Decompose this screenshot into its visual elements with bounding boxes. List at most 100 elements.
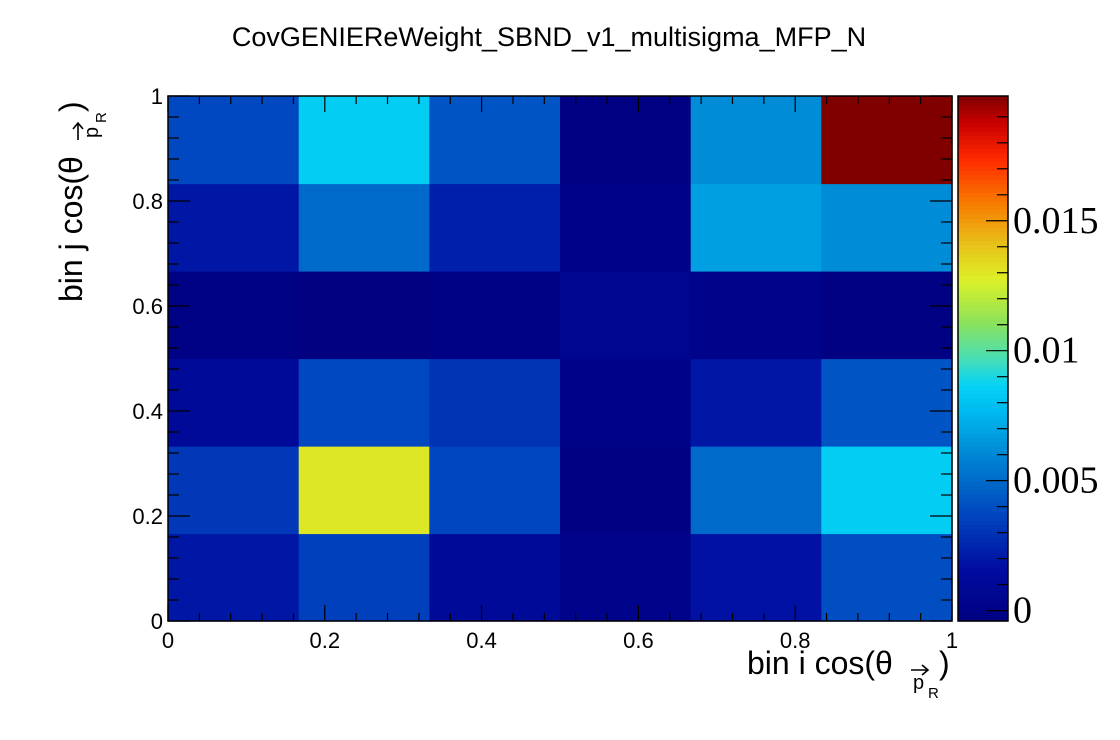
chart-title: CovGENIEReWeight_SBND_v1_multisigma_MFP_… (232, 22, 866, 52)
colorbar-segment (958, 157, 1008, 163)
y-axis-title-subsub: R (93, 112, 110, 123)
heatmap-cell (429, 446, 561, 535)
y-tick-label: 0.8 (132, 189, 163, 214)
colorbar-segment (958, 529, 1008, 535)
colorbar-segment (958, 568, 1008, 574)
heatmap-cell (690, 96, 822, 185)
colorbar-segment (958, 310, 1008, 316)
colorbar-segment (958, 292, 1008, 298)
colorbar-segment (958, 406, 1008, 412)
colorbar-segment (958, 555, 1008, 561)
heatmap-cell (168, 96, 300, 185)
colorbar-segment (958, 559, 1008, 565)
colorbar-segment (958, 397, 1008, 403)
heatmap-cell (429, 533, 561, 622)
x-axis-title-subsub: R (928, 685, 939, 702)
heatmap-cell (168, 446, 300, 535)
colorbar-segment (958, 214, 1008, 220)
colorbar-segment (958, 323, 1008, 329)
colorbar-segment (958, 594, 1008, 600)
colorbar-segment (958, 599, 1008, 605)
colorbar-segment (958, 463, 1008, 469)
colorbar-segment (958, 166, 1008, 171)
colorbar-segment (958, 564, 1008, 570)
colorbar-segment (958, 336, 1008, 342)
y-tick-label: 0 (151, 609, 163, 634)
colorbar-segment (958, 227, 1008, 233)
y-axis-title-main: bin j cos(θ (53, 156, 89, 302)
colorbar-tick-label: 0.005 (1013, 460, 1099, 502)
colorbar-segment (958, 590, 1008, 596)
colorbar-segment (958, 450, 1008, 456)
colorbar-segment (958, 297, 1008, 303)
colorbar-segment (958, 441, 1008, 447)
colorbar-segment (958, 389, 1008, 395)
colorbar-tick-label: 0 (1013, 590, 1032, 632)
colorbar-segment (958, 362, 1008, 368)
heatmap-cell (168, 270, 300, 360)
colorbar-segment (958, 485, 1008, 491)
colorbar-segment (958, 306, 1008, 311)
heatmap-cell (560, 533, 692, 622)
colorbar-segment (958, 551, 1008, 556)
colorbar-segment (958, 96, 1008, 101)
colorbar-segment (958, 494, 1008, 500)
heatmap-cell (560, 183, 692, 272)
colorbar-segment (958, 376, 1008, 381)
x-tick-label: 1 (946, 628, 958, 653)
colorbar-segment (958, 467, 1008, 473)
heatmap-cell (429, 270, 561, 360)
heatmap-cell (690, 446, 822, 535)
colorbar (958, 96, 1008, 622)
colorbar-segment (958, 271, 1008, 276)
heatmap-cell (560, 96, 692, 185)
colorbar-segment (958, 612, 1008, 618)
colorbar-segment (958, 411, 1008, 416)
colorbar-segment (958, 533, 1008, 539)
colorbar-segment (958, 135, 1008, 141)
heatmap-cell (168, 358, 300, 447)
colorbar-segment (958, 459, 1008, 465)
colorbar-segment (958, 183, 1008, 189)
x-tick-label: 0.4 (466, 628, 497, 653)
y-axis-title-close: ) (53, 101, 89, 112)
plot-frame (167, 95, 953, 622)
y-axis-title: bin j cos(θ p R ) (53, 101, 110, 302)
colorbar-segment (958, 319, 1008, 325)
colorbar-segment (958, 572, 1008, 578)
colorbar-segment (958, 266, 1008, 272)
x-axis-ticks: 0 0.2 0.4 0.6 0.8 1 (162, 96, 958, 653)
y-tick-label: 0.2 (132, 504, 163, 529)
colorbar-segment (958, 196, 1008, 202)
colorbar-segment (958, 100, 1008, 106)
colorbar-segment (958, 327, 1008, 333)
colorbar-segment (958, 472, 1008, 478)
heatmap-cell (298, 533, 430, 622)
colorbar-segment (958, 122, 1008, 128)
colorbar-segment (958, 131, 1008, 136)
colorbar-segment (958, 424, 1008, 430)
colorbar-segment (958, 581, 1008, 587)
colorbar-segment (958, 358, 1008, 364)
heatmap-cell (690, 358, 822, 447)
colorbar-segment (958, 179, 1008, 185)
x-tick-label: 0.8 (780, 628, 811, 653)
heatmap-cell (298, 183, 430, 272)
heatmap-cell (429, 358, 561, 447)
colorbar-segment (958, 231, 1008, 237)
colorbar-segment (958, 117, 1008, 123)
colorbar-segment (958, 520, 1008, 526)
y-tick-label: 0.4 (132, 399, 163, 424)
colorbar-segment (958, 192, 1008, 198)
colorbar-segment (958, 332, 1008, 338)
colorbar-segment (958, 301, 1008, 307)
colorbar-tick-label: 0.01 (1013, 330, 1080, 372)
colorbar-segment (958, 262, 1008, 268)
heatmap-cell (168, 183, 300, 272)
heatmap-cell (690, 533, 822, 622)
colorbar-segment (958, 279, 1008, 285)
x-axis-title-close: ) (939, 645, 950, 681)
colorbar-segment (958, 284, 1008, 290)
colorbar-segment (958, 341, 1008, 346)
